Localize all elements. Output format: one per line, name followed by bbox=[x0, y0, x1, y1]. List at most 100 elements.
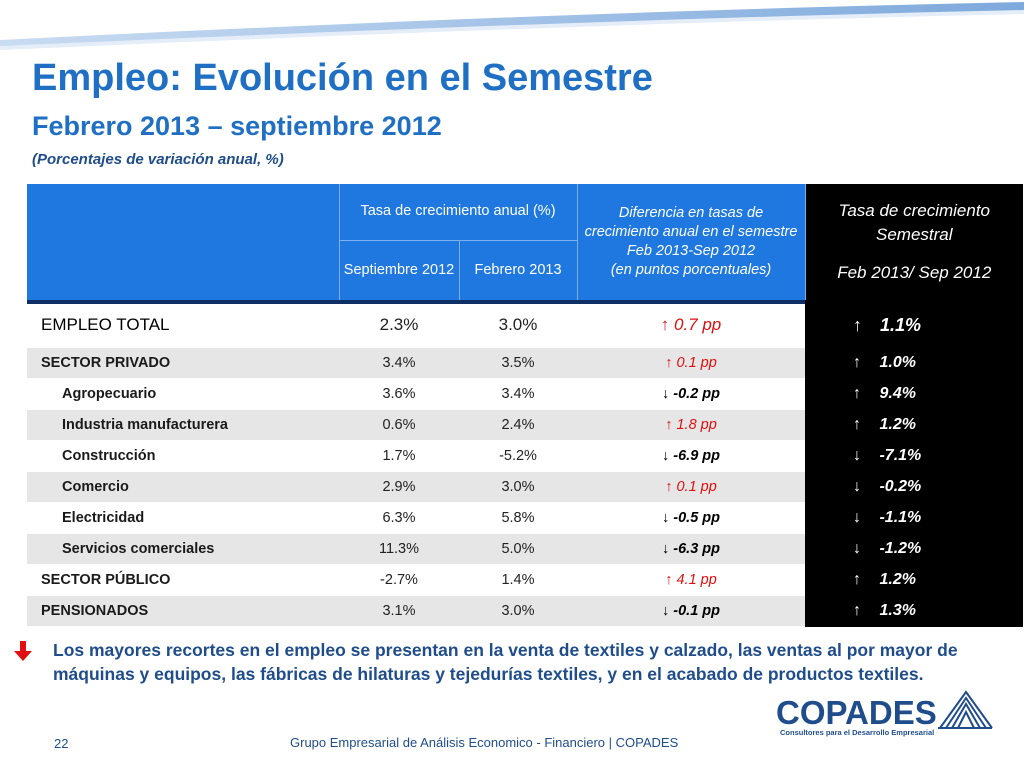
employment-table: Tasa de crecimiento anual (%) Diferencia… bbox=[27, 184, 1024, 627]
footer-text: Grupo Empresarial de Análisis Economico … bbox=[290, 735, 679, 750]
semester-value: -0.2% bbox=[879, 477, 922, 495]
semester-value: -7.1% bbox=[879, 446, 922, 464]
table-row: SECTOR PRIVADO 3.4% 3.5% ↑ 0.1 pp ↑ 1.0% bbox=[27, 347, 1024, 379]
difference-value: -6.3 pp bbox=[673, 540, 721, 557]
value-september-2012: 3.4% bbox=[339, 347, 459, 379]
header-row-top: Tasa de crecimiento anual (%) Diferencia… bbox=[27, 184, 1024, 300]
down-arrow-icon: ↓ bbox=[662, 385, 670, 402]
value-september-2012: 3.1% bbox=[339, 595, 459, 627]
down-arrow-icon: ↓ bbox=[662, 602, 670, 619]
difference-value: -6.9 pp bbox=[673, 447, 721, 464]
value-semester-rate: ↓ -1.1% bbox=[805, 502, 1024, 534]
value-february-2013: 3.0% bbox=[459, 595, 578, 627]
page-title: Empleo: Evolución en el Semestre bbox=[32, 57, 653, 99]
value-semester-rate: ↓ -7.1% bbox=[805, 440, 1024, 472]
difference-value: -0.2 pp bbox=[673, 385, 721, 402]
difference-value: -0.5 pp bbox=[673, 509, 721, 526]
value-september-2012: 11.3% bbox=[339, 533, 459, 565]
value-difference: ↑ 0.7 pp bbox=[577, 304, 806, 348]
value-difference: ↑ 1.8 pp bbox=[577, 409, 806, 441]
header-september-2012: Septiembre 2012 bbox=[339, 240, 460, 300]
value-difference: ↓ -6.9 pp bbox=[577, 440, 806, 472]
up-arrow-icon: ↑ bbox=[853, 601, 862, 619]
logo-globe-icon bbox=[938, 690, 993, 729]
row-label: Electricidad bbox=[27, 502, 339, 534]
header-separator bbox=[27, 300, 1024, 304]
value-september-2012: 6.3% bbox=[339, 502, 459, 534]
row-label: Agropecuario bbox=[27, 378, 339, 410]
semester-value: 1.1% bbox=[880, 314, 922, 335]
semester-value: 1.2% bbox=[879, 415, 916, 433]
row-label: Servicios comerciales bbox=[27, 533, 339, 565]
header-annual-rate: Tasa de crecimiento anual (%) bbox=[339, 184, 578, 241]
row-label: EMPLEO TOTAL bbox=[27, 304, 339, 348]
down-arrow-icon: ↓ bbox=[853, 508, 862, 526]
value-difference: ↓ -6.3 pp bbox=[577, 533, 806, 565]
row-label: Comercio bbox=[27, 471, 339, 503]
value-semester-rate: ↑ 1.3% bbox=[805, 595, 1024, 627]
value-february-2013: 3.0% bbox=[459, 304, 578, 348]
up-arrow-icon: ↑ bbox=[853, 570, 862, 588]
semester-value: 1.0% bbox=[879, 353, 916, 371]
up-arrow-icon: ↑ bbox=[665, 416, 673, 433]
table-row: Agropecuario 3.6% 3.4% ↓ -0.2 pp ↑ 9.4% bbox=[27, 378, 1024, 410]
summary-comment: Los mayores recortes en el empleo se pre… bbox=[53, 640, 958, 684]
value-difference: ↑ 0.1 pp bbox=[577, 347, 806, 379]
semester-value: -1.2% bbox=[879, 539, 922, 557]
value-september-2012: 2.9% bbox=[339, 471, 459, 503]
row-label: SECTOR PRIVADO bbox=[27, 347, 339, 379]
difference-value: 0.1 pp bbox=[676, 478, 717, 495]
table-row: PENSIONADOS 3.1% 3.0% ↓ -0.1 pp ↑ 1.3% bbox=[27, 595, 1024, 627]
value-semester-rate: ↓ -1.2% bbox=[805, 533, 1024, 565]
down-arrow-icon: ↓ bbox=[853, 446, 862, 464]
value-difference: ↓ -0.2 pp bbox=[577, 378, 806, 410]
header-semester-line2: Feb 2013/ Sep 2012 bbox=[837, 263, 992, 282]
table-row: SECTOR PÚBLICO -2.7% 1.4% ↑ 4.1 pp ↑ 1.2% bbox=[27, 564, 1024, 596]
semester-value: -1.1% bbox=[879, 508, 922, 526]
value-september-2012: 0.6% bbox=[339, 409, 459, 441]
table-row: Servicios comerciales 11.3% 5.0% ↓ -6.3 pp ↓… bbox=[27, 533, 1024, 565]
up-arrow-icon: ↑ bbox=[660, 315, 670, 335]
header-difference-line3: (en puntos porcentuales) bbox=[610, 262, 772, 278]
difference-value: -0.1 pp bbox=[673, 602, 721, 619]
logo-name: COPADES bbox=[776, 694, 937, 731]
up-arrow-icon: ↑ bbox=[853, 314, 863, 335]
difference-value: 0.1 pp bbox=[676, 354, 717, 371]
red-down-arrow-icon bbox=[14, 641, 32, 661]
down-arrow-icon: ↓ bbox=[662, 509, 670, 526]
up-arrow-icon: ↑ bbox=[853, 353, 862, 371]
table-row: Industria manufacturera 0.6% 2.4% ↑ 1.8 pp ↑… bbox=[27, 409, 1024, 441]
value-february-2013: 1.4% bbox=[459, 564, 578, 596]
table-row: Comercio 2.9% 3.0% ↑ 0.1 pp ↓ -0.2% bbox=[27, 471, 1024, 503]
value-difference: ↓ -0.1 pp bbox=[577, 595, 806, 627]
header-blank-cell bbox=[27, 184, 340, 300]
up-arrow-icon: ↑ bbox=[853, 384, 862, 402]
units-note: (Porcentajes de variación anual, %) bbox=[32, 151, 284, 168]
value-february-2013: 5.8% bbox=[459, 502, 578, 534]
header-semester-rate: Tasa de crecimiento Semestral Feb 2013/ … bbox=[805, 184, 1024, 300]
value-semester-rate: ↑ 1.1% bbox=[805, 304, 1024, 348]
difference-value: 0.7 pp bbox=[674, 315, 722, 335]
value-september-2012: 3.6% bbox=[339, 378, 459, 410]
difference-value: 4.1 pp bbox=[676, 571, 717, 588]
value-september-2012: -2.7% bbox=[339, 564, 459, 596]
table-row: Electricidad 6.3% 5.8% ↓ -0.5 pp ↓ -1.1% bbox=[27, 502, 1024, 534]
up-arrow-icon: ↑ bbox=[665, 571, 673, 588]
value-difference: ↑ 0.1 pp bbox=[577, 471, 806, 503]
semester-value: 1.2% bbox=[879, 570, 916, 588]
difference-value: 1.8 pp bbox=[676, 416, 717, 433]
row-label: Industria manufacturera bbox=[27, 409, 339, 441]
value-semester-rate: ↑ 9.4% bbox=[805, 378, 1024, 410]
value-february-2013: -5.2% bbox=[459, 440, 578, 472]
header-row-bottom: Septiembre 2012 Febrero 2013 bbox=[27, 240, 1023, 300]
copades-logo: COPADES Consultores para el Desarrollo E… bbox=[776, 688, 996, 740]
table-row: Construcción 1.7% -5.2% ↓ -6.9 pp ↓ -7.1% bbox=[27, 440, 1024, 472]
down-arrow-icon: ↓ bbox=[662, 447, 670, 464]
header-difference-line2: Feb 2013-Sep 2012 bbox=[626, 243, 756, 259]
up-arrow-icon: ↑ bbox=[665, 478, 673, 495]
value-difference: ↑ 4.1 pp bbox=[577, 564, 806, 596]
table-row: EMPLEO TOTAL 2.3% 3.0% ↑ 0.7 pp ↑ 1.1% bbox=[27, 304, 1024, 348]
table-body: EMPLEO TOTAL 2.3% 3.0% ↑ 0.7 pp ↑ 1.1% SECTOR… bbox=[27, 304, 1024, 627]
header-swoosh bbox=[0, 2, 1024, 50]
row-label: SECTOR PÚBLICO bbox=[27, 564, 339, 596]
